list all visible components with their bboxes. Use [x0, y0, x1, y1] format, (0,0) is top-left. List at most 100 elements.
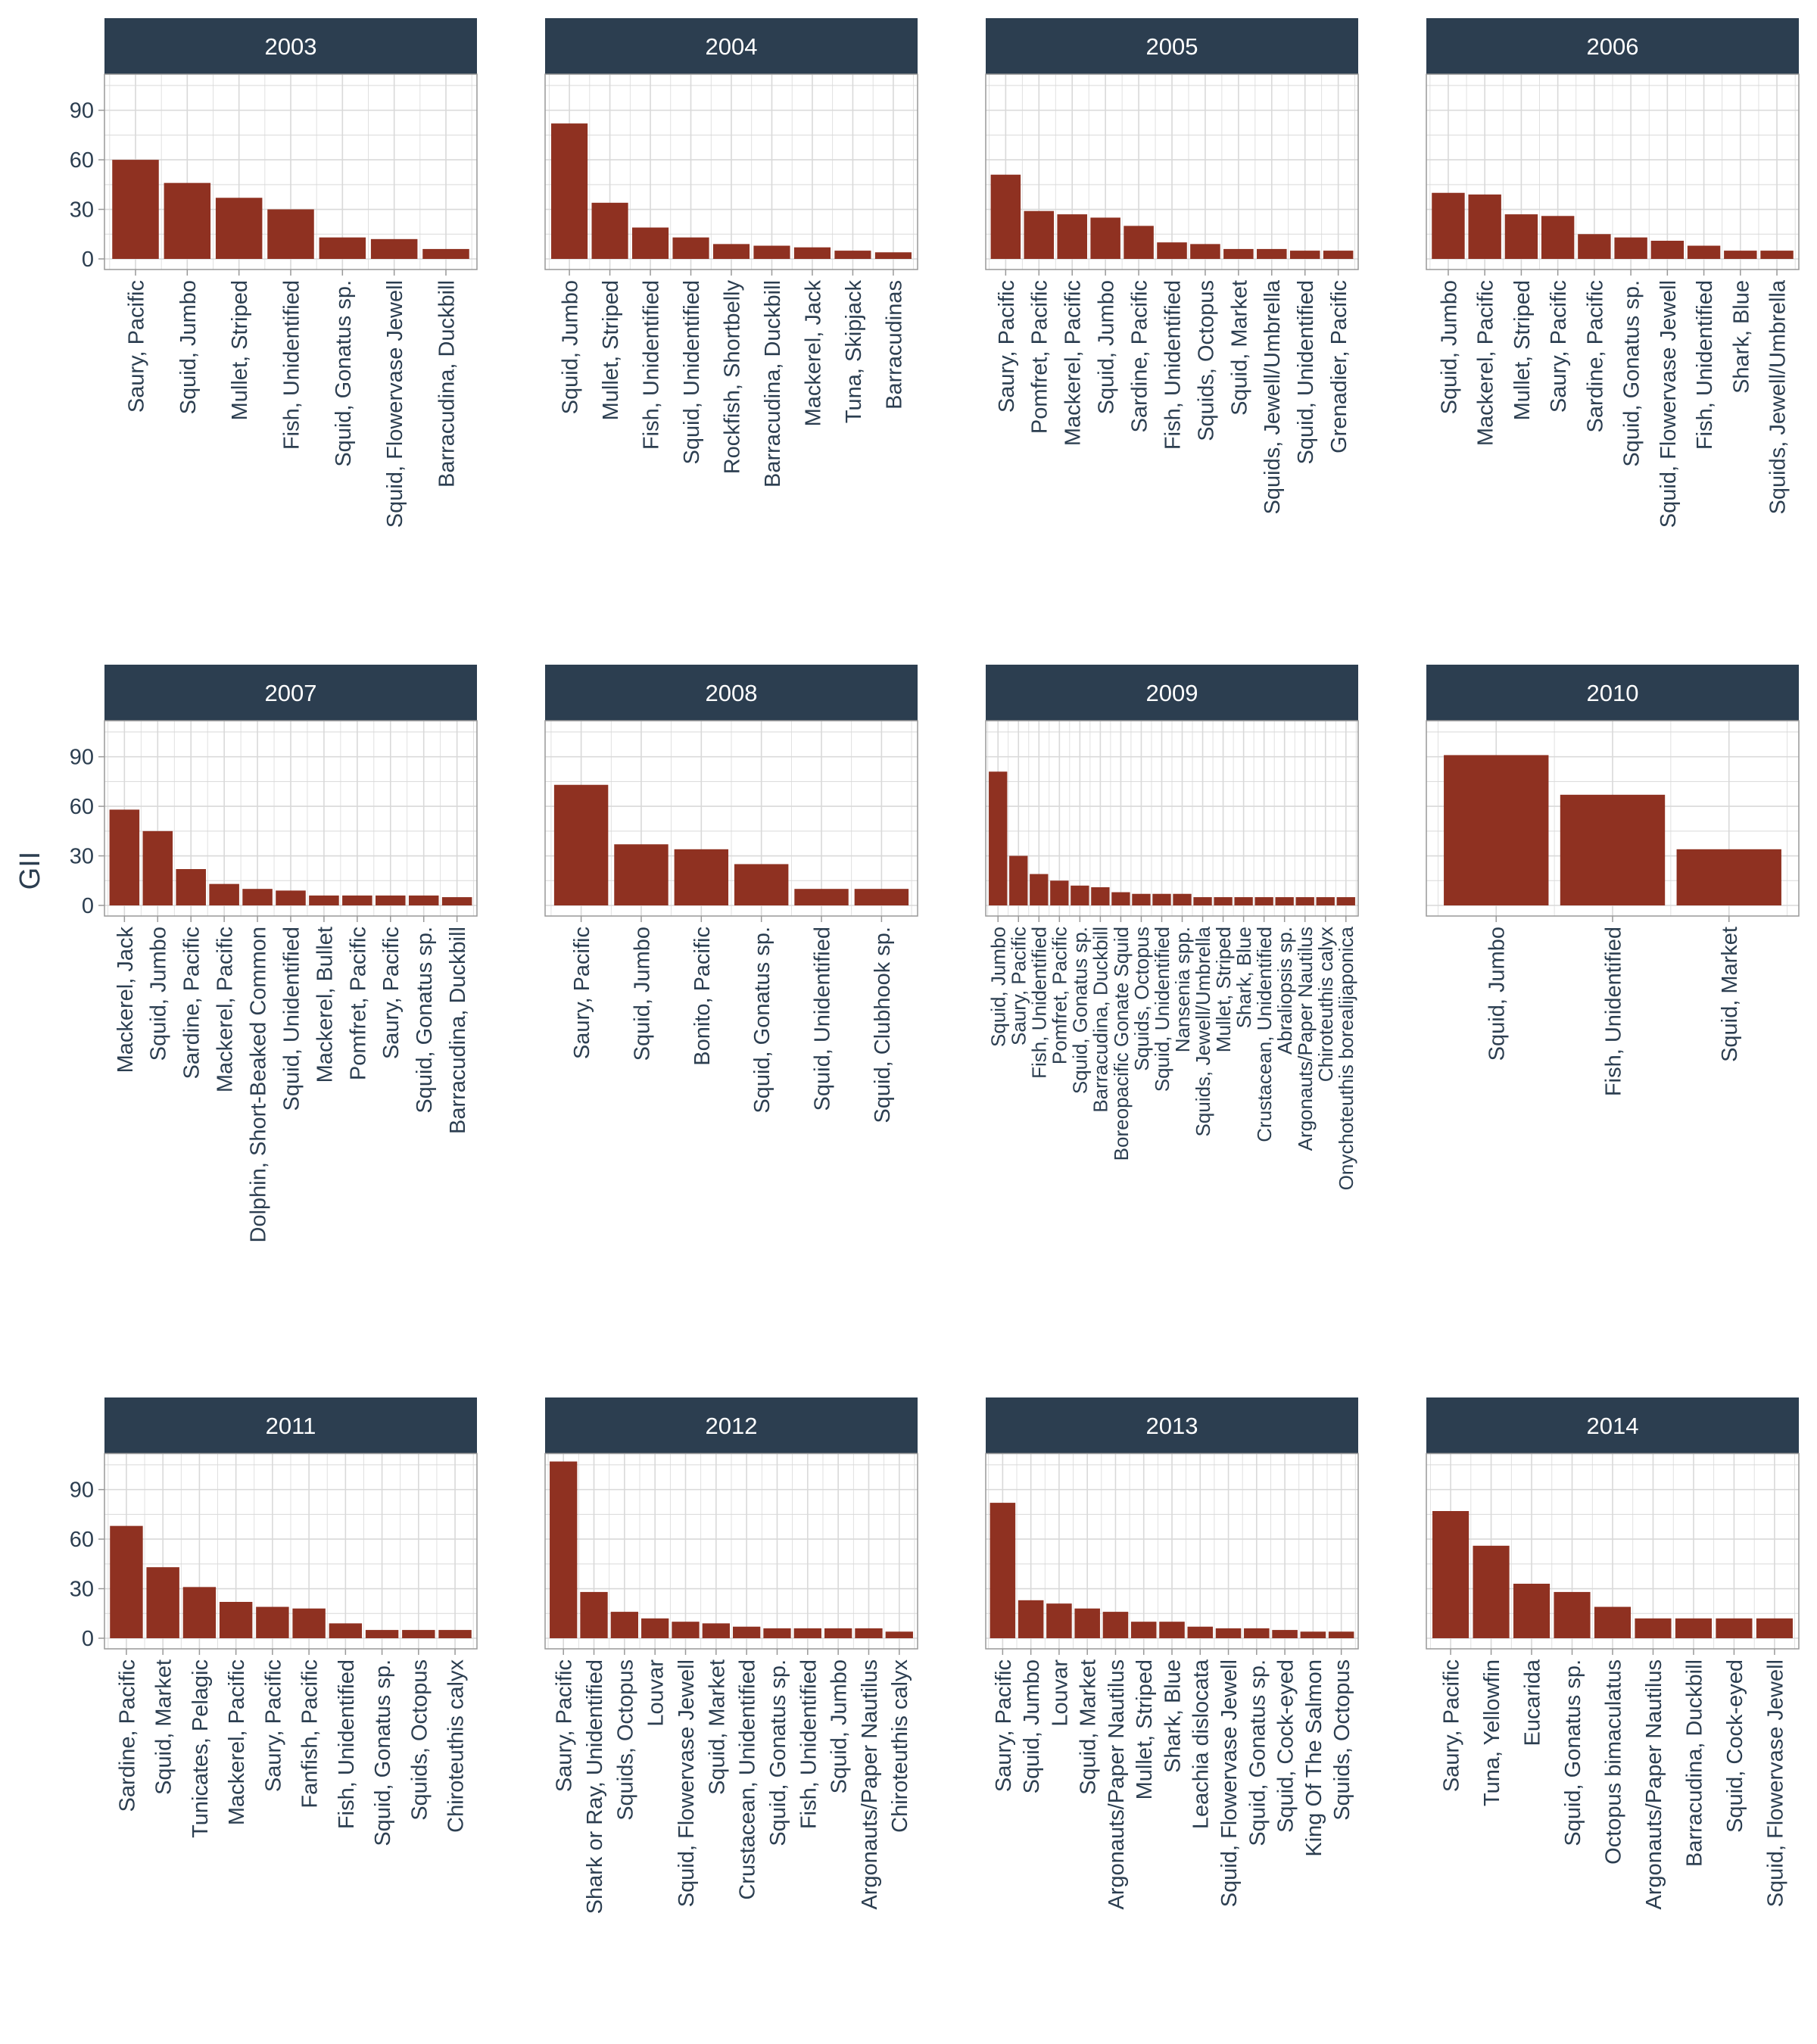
- panel-border: [544, 1453, 918, 1650]
- panel-title: 2004: [706, 33, 758, 60]
- panel-2006: 2006 Squid, Jumbo Mackerel, Pacific Mullet,…: [1426, 18, 1800, 528]
- panel-strip: [1426, 18, 1799, 74]
- x-tick-label: Squids, Jewell/Umbrella: [1192, 926, 1214, 1136]
- bar: [1157, 242, 1187, 259]
- bar: [1074, 1608, 1100, 1638]
- bar: [329, 1623, 363, 1638]
- bar: [672, 1622, 700, 1638]
- x-tick-label: Squids, Octopus: [1130, 927, 1153, 1071]
- bar: [256, 1606, 289, 1638]
- x-tick-label: Chiroteuthis calyx: [1314, 927, 1337, 1082]
- x-tick-label: Bonito, Pacific: [690, 927, 715, 1066]
- bar: [591, 202, 628, 259]
- y-tick-label: 60: [70, 1528, 94, 1552]
- panel-border: [985, 720, 1359, 917]
- bar: [1057, 214, 1087, 259]
- x-tick-label: Fish, Unidentified: [639, 280, 663, 450]
- panel-title: 2003: [265, 33, 317, 60]
- x-tick-label: Mackerel, Pacific: [225, 1659, 249, 1825]
- bar: [793, 1628, 821, 1638]
- panel-bars: [551, 123, 912, 259]
- x-tick-label: Squid, Jumbo: [1020, 1659, 1044, 1793]
- bar: [1336, 897, 1355, 905]
- bar: [376, 895, 406, 905]
- bar: [1111, 892, 1130, 905]
- panel-grid: [1426, 1454, 1799, 1649]
- x-tick-label: Squid, Market: [1077, 1659, 1101, 1795]
- x-tick-label: Squid, Jumbo: [559, 280, 583, 414]
- bar: [1024, 210, 1055, 259]
- x-tick-label: Squid, Flowervase Jewell: [675, 1659, 699, 1907]
- panel-title: 2013: [1146, 1413, 1198, 1439]
- bar: [1102, 1612, 1129, 1638]
- bar: [794, 889, 849, 905]
- bar: [580, 1591, 608, 1638]
- bar: [1050, 880, 1069, 905]
- bar: [1130, 1622, 1157, 1638]
- bar: [1272, 1630, 1298, 1638]
- bar: [1716, 1618, 1753, 1638]
- bar: [370, 238, 418, 259]
- bar: [672, 237, 709, 259]
- x-tick-label: Saury, Pacific: [124, 280, 148, 413]
- bar: [1323, 251, 1354, 259]
- bar: [438, 1630, 472, 1638]
- bar: [319, 237, 366, 259]
- bar: [142, 830, 173, 905]
- x-tick-label: Squid, Gonatus sp.: [413, 927, 437, 1114]
- x-tick-label: Squid, Gonatus sp.: [1069, 927, 1092, 1094]
- x-tick-label: Argonauts/Paper Nautilus: [1105, 1659, 1129, 1909]
- bar: [146, 1567, 179, 1638]
- panel-strip: [545, 1397, 918, 1454]
- x-tick-label: Tuna, Skipjack: [842, 280, 866, 424]
- bar: [1046, 1603, 1072, 1638]
- bar: [276, 890, 306, 905]
- x-tick-label: Squid, Gonatus sp.: [332, 280, 356, 467]
- x-tick-label: Saury, Pacific: [1440, 1659, 1464, 1792]
- x-tick-label: Fanfish, Pacific: [298, 1659, 323, 1809]
- bar: [422, 248, 469, 259]
- bar: [550, 1461, 578, 1638]
- bar: [1187, 1626, 1214, 1638]
- bar: [1173, 893, 1192, 905]
- x-tick-label: Boreopacific Gonate Squid: [1110, 927, 1133, 1161]
- panel-2011: 2011 0 30 60 90 Sardine, Pacific Squid, Market…: [70, 1397, 478, 1846]
- panel-title: 2008: [706, 680, 758, 706]
- x-tick-label: Saury, Pacific: [995, 280, 1019, 413]
- x-tick-label: Argonauts/Paper Nautilus: [1642, 1659, 1666, 1909]
- bar: [990, 174, 1021, 259]
- bar: [1009, 855, 1028, 905]
- panel-title: 2011: [266, 1413, 316, 1439]
- x-tick-label: Mackerel, Jack: [801, 280, 825, 427]
- bar: [1091, 887, 1110, 905]
- bar: [441, 897, 472, 905]
- y-tick-label: 30: [70, 198, 94, 223]
- x-tick-label: Saury, Pacific: [570, 927, 594, 1059]
- x-tick-label: Squid, Unidentified: [680, 280, 704, 464]
- x-tick-label: Squids, Octopus: [613, 1659, 637, 1821]
- bar: [1193, 897, 1212, 905]
- bar: [1650, 241, 1685, 259]
- bar: [309, 895, 339, 905]
- x-tick-label: Fish, Unidentified: [1693, 280, 1717, 450]
- bar: [1254, 897, 1273, 905]
- x-tick-label: Squid, Jumbo: [630, 927, 654, 1061]
- x-tick-label: Barracudina, Duckbill: [1089, 927, 1112, 1113]
- x-tick-label: Onychoteuthis borealijaponica: [1335, 926, 1357, 1190]
- bar: [1578, 234, 1611, 259]
- y-tick-label: 30: [70, 845, 94, 869]
- panel-title: 2012: [706, 1413, 758, 1439]
- x-tick-label: Fish, Unidentified: [1028, 927, 1051, 1079]
- x-tick-label: Sardine, Pacific: [115, 1659, 139, 1812]
- x-tick-label: Leachia dislocata: [1189, 1659, 1214, 1829]
- bar: [610, 1612, 638, 1638]
- panel-border: [104, 1453, 478, 1650]
- bar: [854, 889, 909, 905]
- x-tick-label: Pomfret, Pacific: [346, 927, 370, 1080]
- bar: [1295, 897, 1314, 905]
- x-tick-label: Louvar: [1048, 1659, 1072, 1727]
- bar: [1724, 251, 1757, 259]
- bar: [1124, 226, 1154, 259]
